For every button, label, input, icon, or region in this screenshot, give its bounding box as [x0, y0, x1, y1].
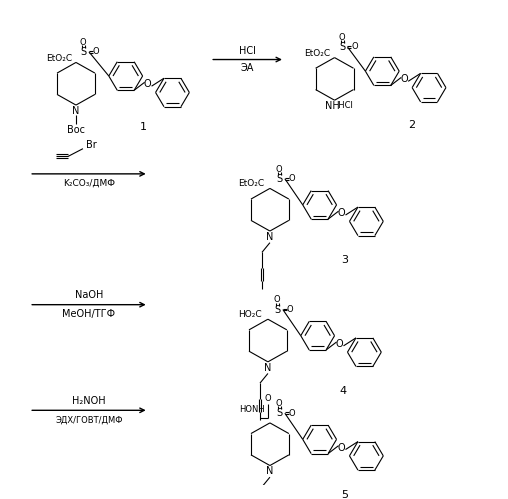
Text: O: O	[275, 399, 282, 408]
Text: O: O	[144, 79, 151, 89]
Text: O: O	[400, 74, 408, 84]
Text: S: S	[277, 408, 283, 418]
Text: EtO₂C: EtO₂C	[46, 54, 72, 63]
Text: S: S	[81, 47, 87, 57]
Text: 2: 2	[408, 120, 416, 130]
Text: MeOH/ТГФ: MeOH/ТГФ	[62, 309, 115, 319]
Text: K₂CO₃/ДМФ: K₂CO₃/ДМФ	[63, 179, 115, 188]
Text: H₂NOH: H₂NOH	[72, 396, 106, 406]
Text: NH: NH	[325, 101, 340, 111]
Text: O: O	[351, 42, 358, 51]
Text: S: S	[275, 304, 281, 314]
Text: HCl: HCl	[333, 101, 353, 110]
Text: O: O	[274, 295, 280, 304]
Text: N: N	[266, 232, 274, 242]
Text: HONH: HONH	[239, 405, 265, 414]
Text: HO₂C: HO₂C	[238, 310, 262, 319]
Text: O: O	[287, 305, 293, 314]
Text: EtO₂C: EtO₂C	[238, 179, 264, 188]
Text: O: O	[338, 443, 345, 453]
Text: N: N	[264, 363, 272, 373]
Text: Br: Br	[85, 140, 97, 150]
Text: O: O	[289, 174, 295, 183]
Text: O: O	[92, 47, 99, 56]
Text: NaOH: NaOH	[75, 290, 103, 300]
Text: N: N	[72, 106, 80, 116]
Text: N: N	[266, 467, 274, 477]
Text: S: S	[339, 42, 345, 52]
Text: S: S	[277, 174, 283, 184]
Text: O: O	[338, 33, 345, 42]
Text: 1: 1	[140, 122, 147, 132]
Text: ЭА: ЭА	[241, 63, 254, 73]
Text: O: O	[336, 339, 343, 349]
Text: 3: 3	[341, 255, 348, 265]
Text: EtO₂C: EtO₂C	[304, 49, 331, 58]
Text: HCl: HCl	[239, 46, 256, 56]
Text: O: O	[265, 394, 271, 403]
Text: O: O	[338, 208, 345, 218]
Text: O: O	[80, 37, 86, 46]
Text: O: O	[289, 409, 295, 418]
Text: Boc: Boc	[67, 125, 85, 135]
Text: 4: 4	[339, 386, 346, 396]
Text: 5: 5	[341, 490, 348, 499]
Text: ЭДХ/ГОВТ/ДМФ: ЭДХ/ГОВТ/ДМФ	[55, 416, 122, 425]
Text: O: O	[275, 165, 282, 174]
